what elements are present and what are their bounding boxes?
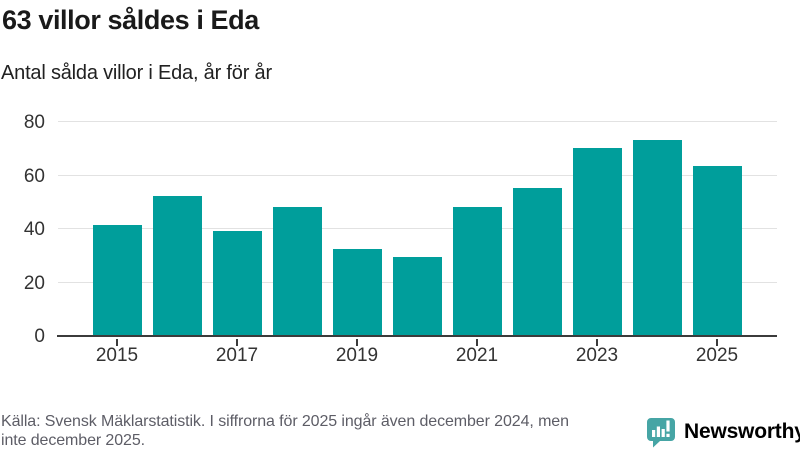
- bar-2020: [392, 257, 442, 335]
- y-tick-label-60: 60: [23, 165, 45, 187]
- bar-2023: [572, 147, 622, 335]
- gridline-80: [58, 121, 777, 122]
- y-tick-label-0: 0: [34, 326, 45, 347]
- y-axis-labels: 0 20 40 60 80: [0, 112, 45, 347]
- y-tick-label-20: 20: [23, 272, 45, 294]
- x-tick-label-2023: 2023: [575, 345, 619, 366]
- x-tick-label-2015: 2015: [95, 345, 139, 366]
- x-tick-label-2025: 2025: [695, 345, 739, 366]
- x-tick-label-2019: 2019: [335, 345, 379, 366]
- plot-area: 2015 2017 2019 2021 2023 2025: [57, 121, 777, 366]
- source-note-line2: inte december 2025.: [1, 431, 145, 449]
- newsworthy-wordmark: Newsworthy: [684, 420, 800, 443]
- source-note: Källa: Svensk Mäklarstatistik. I siffror…: [1, 413, 651, 450]
- x-tick-label-2017: 2017: [215, 345, 259, 366]
- bar-2024: [632, 139, 682, 335]
- x-tick-2023: [596, 339, 598, 346]
- bar-2021: [452, 206, 502, 335]
- bar-2022: [512, 187, 562, 335]
- source-note-line1: Källa: Svensk Mäklarstatistik. I siffror…: [1, 413, 569, 430]
- newsworthy-logo: Newsworthy: [645, 416, 800, 448]
- x-tick-label-2021: 2021: [455, 345, 499, 366]
- bar-2019: [332, 249, 382, 335]
- bar-2017: [212, 230, 262, 335]
- chart-subtitle: Antal sålda villor i Eda, år för år: [1, 62, 272, 84]
- x-tick-2017: [236, 339, 238, 346]
- bar-2016: [152, 195, 202, 335]
- gridline-40: [58, 228, 777, 229]
- x-tick-2021: [476, 339, 478, 346]
- bar-2025: [692, 166, 742, 335]
- y-tick-label-40: 40: [23, 219, 45, 240]
- bar-2018: [272, 206, 322, 335]
- gridline-60: [58, 174, 777, 176]
- y-tick-label-80: 80: [23, 112, 45, 133]
- chart-title: 63 villor såldes i Eda: [2, 5, 259, 35]
- x-tick-2025: [716, 339, 718, 346]
- x-tick-2019: [356, 339, 358, 346]
- bar-2015: [92, 225, 142, 335]
- newsworthy-bubble-chart-icon: [647, 418, 675, 448]
- x-tick-2015: [116, 339, 118, 346]
